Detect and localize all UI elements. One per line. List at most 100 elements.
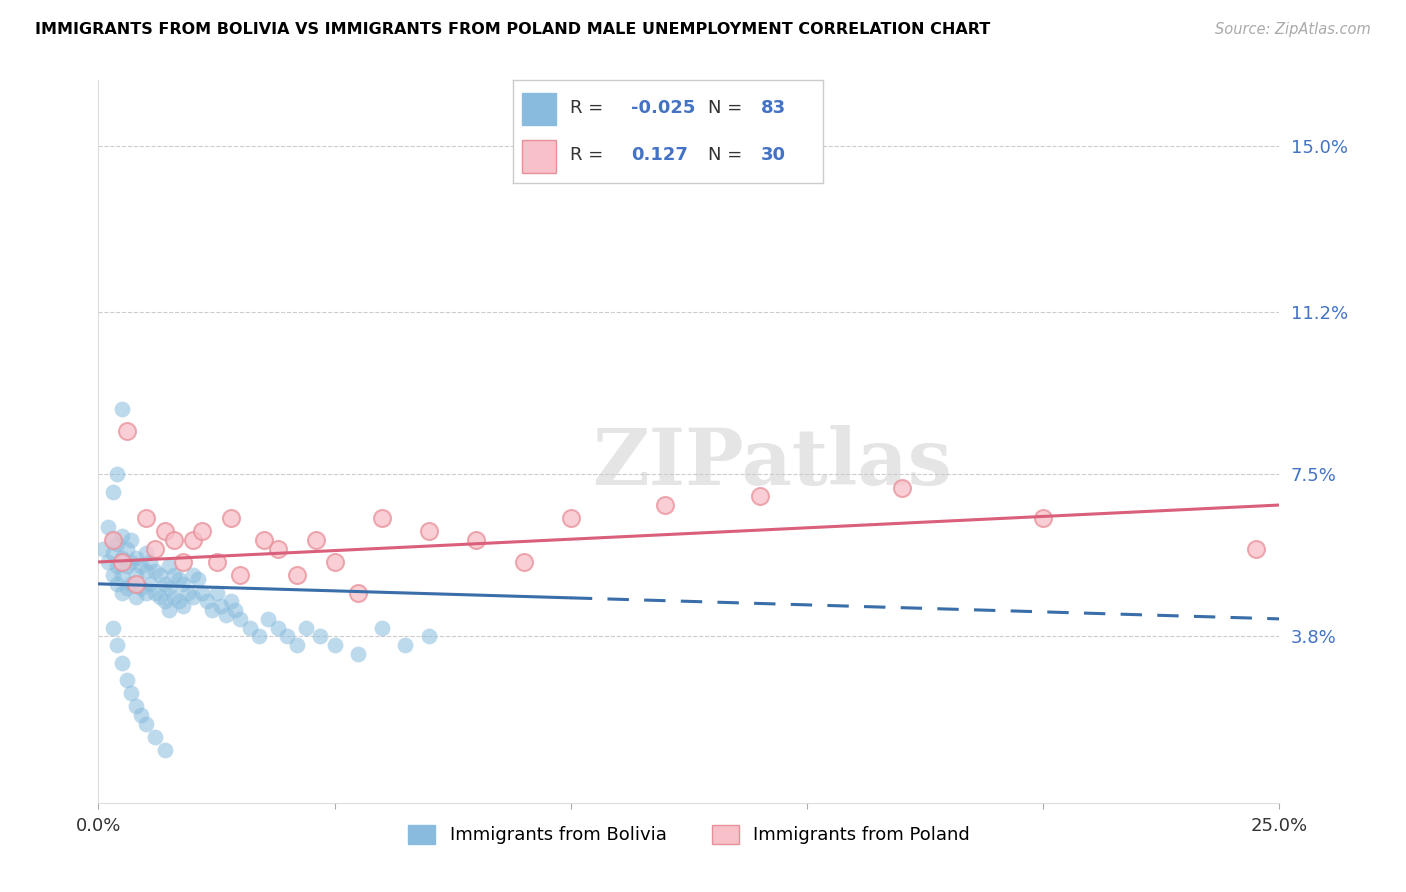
Point xyxy=(267,621,290,635)
Point xyxy=(115,424,138,438)
Point xyxy=(394,638,416,652)
Point xyxy=(247,629,270,643)
Point xyxy=(219,594,242,608)
Point xyxy=(101,568,124,582)
Point xyxy=(177,585,200,599)
Point xyxy=(418,524,440,539)
Point xyxy=(347,647,370,661)
Point xyxy=(323,638,346,652)
Point xyxy=(181,533,204,547)
Point xyxy=(257,612,280,626)
Point xyxy=(111,401,134,416)
Point xyxy=(115,581,138,595)
Point xyxy=(115,541,138,556)
Point xyxy=(135,564,157,578)
Point xyxy=(129,559,152,574)
Point xyxy=(219,511,242,525)
FancyBboxPatch shape xyxy=(523,140,557,173)
Point xyxy=(121,533,143,547)
Point xyxy=(101,533,124,547)
Point xyxy=(153,743,176,757)
Point xyxy=(305,533,328,547)
Point xyxy=(748,489,770,503)
Point xyxy=(187,573,209,587)
Point xyxy=(201,603,224,617)
Point xyxy=(890,481,912,495)
Point xyxy=(323,555,346,569)
Point xyxy=(253,533,276,547)
Point xyxy=(172,555,194,569)
Point xyxy=(97,555,120,569)
Point xyxy=(309,629,332,643)
Point xyxy=(157,603,180,617)
Point xyxy=(371,511,394,525)
Point xyxy=(143,541,166,556)
Point xyxy=(111,529,134,543)
Point xyxy=(111,656,134,670)
Point xyxy=(167,594,190,608)
Point xyxy=(125,590,148,604)
Text: -0.025: -0.025 xyxy=(631,100,695,118)
Point xyxy=(143,564,166,578)
Point xyxy=(135,717,157,731)
Text: ZIPatlas: ZIPatlas xyxy=(592,425,952,501)
Point xyxy=(115,673,138,688)
Point xyxy=(125,550,148,565)
Point xyxy=(157,559,180,574)
Point xyxy=(139,555,162,569)
Point xyxy=(215,607,238,622)
Point xyxy=(111,585,134,599)
Point xyxy=(105,537,128,551)
Text: N =: N = xyxy=(709,145,742,163)
Point xyxy=(285,568,308,582)
Point xyxy=(105,559,128,574)
Point xyxy=(181,568,204,582)
Point xyxy=(111,568,134,582)
Point xyxy=(560,511,582,525)
Point xyxy=(97,520,120,534)
Point xyxy=(229,568,252,582)
Point xyxy=(153,594,176,608)
Point xyxy=(181,590,204,604)
Point xyxy=(153,577,176,591)
Text: Source: ZipAtlas.com: Source: ZipAtlas.com xyxy=(1215,22,1371,37)
Point xyxy=(209,599,232,613)
Point xyxy=(172,599,194,613)
Point xyxy=(101,621,124,635)
Point xyxy=(163,533,186,547)
Point xyxy=(195,594,218,608)
Point xyxy=(115,559,138,574)
Point xyxy=(129,581,152,595)
Point xyxy=(1244,541,1267,556)
Point xyxy=(465,533,488,547)
Point xyxy=(654,498,676,512)
Point xyxy=(205,555,228,569)
Point xyxy=(135,511,157,525)
Point xyxy=(276,629,298,643)
Point xyxy=(1032,511,1054,525)
Point xyxy=(135,585,157,599)
Point xyxy=(149,568,172,582)
Point xyxy=(129,708,152,723)
Point xyxy=(101,546,124,560)
Point xyxy=(143,585,166,599)
Point xyxy=(418,629,440,643)
Point xyxy=(143,730,166,744)
Point xyxy=(111,550,134,565)
Point xyxy=(157,581,180,595)
Point xyxy=(121,577,143,591)
Point xyxy=(105,467,128,482)
Point xyxy=(512,555,534,569)
Point xyxy=(105,577,128,591)
Point xyxy=(125,568,148,582)
Text: N =: N = xyxy=(709,100,742,118)
Point xyxy=(295,621,318,635)
Point xyxy=(135,546,157,560)
Text: 30: 30 xyxy=(761,145,786,163)
Point xyxy=(101,533,124,547)
Point xyxy=(371,621,394,635)
Legend: Immigrants from Bolivia, Immigrants from Poland: Immigrants from Bolivia, Immigrants from… xyxy=(401,818,977,852)
Text: IMMIGRANTS FROM BOLIVIA VS IMMIGRANTS FROM POLAND MALE UNEMPLOYMENT CORRELATION : IMMIGRANTS FROM BOLIVIA VS IMMIGRANTS FR… xyxy=(35,22,990,37)
Point xyxy=(111,555,134,569)
Text: 0.127: 0.127 xyxy=(631,145,688,163)
